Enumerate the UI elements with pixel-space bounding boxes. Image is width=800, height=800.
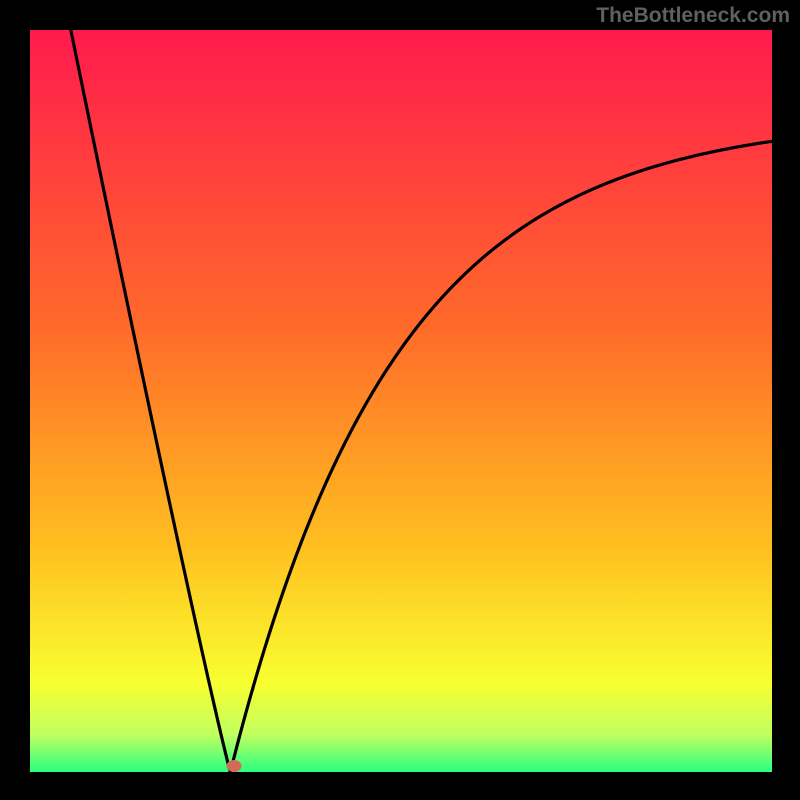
plot-area [30, 30, 772, 772]
bottleneck-curve-svg [30, 30, 772, 772]
bottleneck-curve [71, 30, 772, 772]
attribution-text: TheBottleneck.com [596, 4, 790, 28]
min-point-marker [227, 760, 242, 772]
